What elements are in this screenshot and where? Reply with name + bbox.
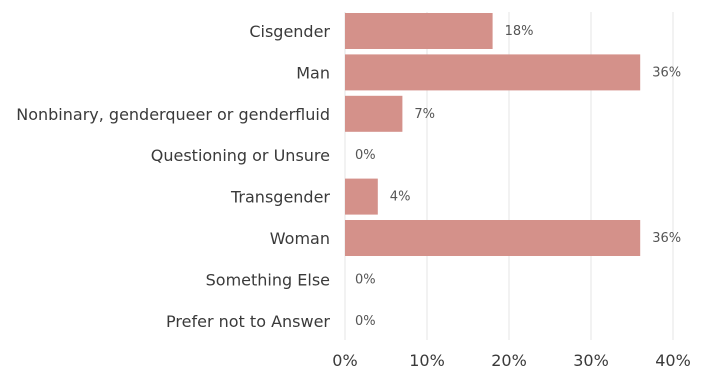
category-label: Prefer not to Answer — [166, 312, 330, 331]
x-tick-label: 30% — [573, 351, 609, 370]
bar — [345, 220, 641, 256]
category-label: Man — [296, 63, 330, 82]
bar — [345, 13, 493, 49]
category-label: Questioning or Unsure — [151, 146, 330, 165]
data-label: 0% — [355, 148, 376, 163]
x-axis-tick-labels: 0% 10% 20% 30% 40% — [332, 351, 690, 370]
category-label: Something Else — [206, 270, 330, 289]
value-labels: 18% 36% 7% 0% 4% 36% 0% 0% — [355, 24, 681, 329]
category-label: Transgender — [230, 188, 330, 207]
data-label: 36% — [652, 65, 681, 80]
data-label: 7% — [414, 107, 435, 122]
bar — [345, 178, 378, 215]
category-labels: Cisgender Man Nonbinary, genderqueer or ge… — [16, 22, 330, 331]
data-label: 18% — [505, 24, 534, 39]
bar — [345, 54, 641, 91]
x-tick-label: 20% — [491, 351, 527, 370]
x-tick-label: 10% — [409, 351, 445, 370]
bars — [345, 13, 641, 256]
x-tick-label: 40% — [655, 351, 691, 370]
data-label: 4% — [390, 190, 411, 205]
category-label: Nonbinary, genderqueer or genderfluid — [16, 105, 330, 124]
x-tick-label: 0% — [332, 351, 357, 370]
data-label: 0% — [355, 314, 376, 329]
bar — [345, 95, 403, 132]
data-label: 0% — [355, 272, 376, 287]
category-label: Woman — [270, 229, 330, 248]
data-label: 36% — [652, 231, 681, 246]
category-label: Cisgender — [249, 22, 330, 41]
